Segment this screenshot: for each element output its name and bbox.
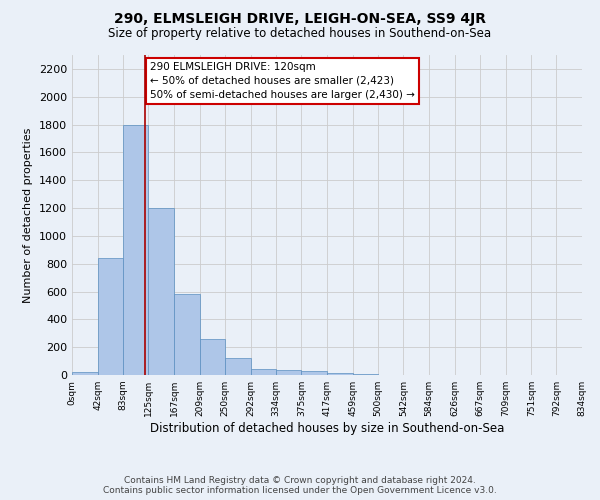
Bar <box>98 258 123 375</box>
Bar <box>353 374 378 375</box>
Bar <box>148 208 174 375</box>
Bar <box>251 368 276 375</box>
Bar <box>327 373 353 375</box>
X-axis label: Distribution of detached houses by size in Southend-on-Sea: Distribution of detached houses by size … <box>150 422 504 435</box>
Bar <box>72 372 98 375</box>
Text: Contains HM Land Registry data © Crown copyright and database right 2024.
Contai: Contains HM Land Registry data © Crown c… <box>103 476 497 495</box>
Y-axis label: Number of detached properties: Number of detached properties <box>23 128 34 302</box>
Bar <box>200 339 225 375</box>
Bar <box>174 294 200 375</box>
Bar <box>123 124 148 375</box>
Text: 290 ELMSLEIGH DRIVE: 120sqm
← 50% of detached houses are smaller (2,423)
50% of : 290 ELMSLEIGH DRIVE: 120sqm ← 50% of det… <box>150 62 415 100</box>
Bar <box>225 358 251 375</box>
Bar <box>276 370 301 375</box>
Text: Size of property relative to detached houses in Southend-on-Sea: Size of property relative to detached ho… <box>109 28 491 40</box>
Text: 290, ELMSLEIGH DRIVE, LEIGH-ON-SEA, SS9 4JR: 290, ELMSLEIGH DRIVE, LEIGH-ON-SEA, SS9 … <box>114 12 486 26</box>
Bar <box>301 371 327 375</box>
